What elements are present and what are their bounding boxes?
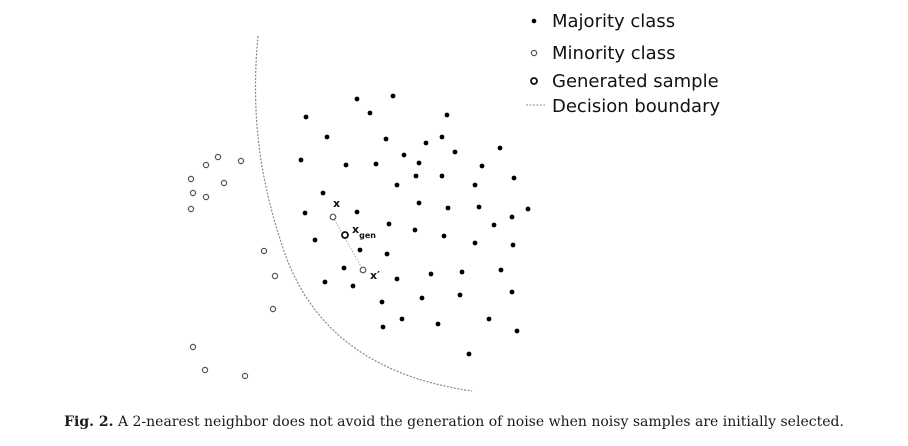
majority-point — [444, 112, 450, 118]
majority-point — [341, 265, 347, 271]
legend-minority-label: Minority class — [552, 43, 675, 64]
majority-points — [298, 93, 531, 357]
majority-point — [479, 163, 485, 169]
majority-point — [511, 175, 517, 181]
majority-point — [320, 190, 326, 196]
majority-point — [343, 162, 349, 168]
label-x-gen-main: x — [352, 223, 359, 236]
majority-point — [298, 157, 304, 163]
majority-point — [416, 200, 422, 206]
minority-point — [220, 179, 228, 187]
majority-point — [390, 93, 396, 99]
majority-point — [428, 271, 434, 277]
legend: Majority class Minority class Generated … — [526, 11, 720, 117]
majority-point — [466, 351, 472, 357]
minority-points — [187, 153, 279, 380]
figure-caption: Fig. 2. A 2-nearest neighbor does not av… — [0, 414, 908, 430]
majority-point — [441, 233, 447, 239]
minority-point-x — [329, 213, 337, 221]
caption-prefix: Fig. 2. — [64, 414, 114, 430]
majority-point — [394, 182, 400, 188]
legend-generated-marker — [530, 77, 538, 85]
legend-majority-label: Majority class — [552, 11, 675, 32]
majority-point — [514, 328, 520, 334]
majority-point — [491, 222, 497, 228]
legend-majority-marker — [531, 18, 537, 24]
majority-point — [373, 161, 379, 167]
majority-point — [472, 182, 478, 188]
majority-point — [394, 276, 400, 282]
majority-point — [509, 289, 515, 295]
minority-point — [201, 366, 209, 374]
majority-point — [354, 209, 360, 215]
minority-point-x-prime — [359, 266, 367, 274]
label-x-gen-sub: gen — [359, 231, 376, 240]
diagram: x xgen x′ Majority class Minority class … — [187, 11, 720, 392]
minority-point — [187, 205, 195, 213]
minority-point — [189, 343, 197, 351]
majority-point — [401, 152, 407, 158]
majority-point — [302, 210, 308, 216]
majority-point — [459, 269, 465, 275]
legend-minority-marker — [530, 49, 538, 57]
majority-point — [312, 237, 318, 243]
majority-point — [497, 145, 503, 151]
majority-point — [435, 321, 441, 327]
majority-point — [509, 214, 515, 220]
majority-point — [384, 251, 390, 257]
majority-point — [510, 242, 516, 248]
majority-point — [357, 247, 363, 253]
minority-point — [271, 272, 279, 280]
majority-point — [324, 134, 330, 140]
minority-point — [260, 247, 268, 255]
majority-point — [452, 149, 458, 155]
majority-point — [439, 134, 445, 140]
majority-point — [423, 140, 429, 146]
majority-point — [322, 279, 328, 285]
minority-point — [237, 157, 245, 165]
minority-point — [187, 175, 195, 183]
legend-generated-label: Generated sample — [552, 71, 719, 92]
majority-point — [472, 240, 478, 246]
neighbor-line — [332, 216, 364, 271]
majority-point — [367, 110, 373, 116]
label-x-gen: xgen — [352, 223, 376, 240]
decision-boundary-curve — [254, 35, 473, 392]
majority-point — [386, 221, 392, 227]
majority-point — [419, 295, 425, 301]
majority-point — [399, 316, 405, 322]
majority-point — [416, 160, 422, 166]
majority-point — [525, 206, 531, 212]
majority-point — [383, 136, 389, 142]
label-x-prime: x′ — [370, 269, 380, 282]
caption-text: A 2-nearest neighbor does not avoid the … — [113, 414, 844, 430]
majority-point — [379, 299, 385, 305]
minority-point — [241, 372, 249, 380]
majority-point — [486, 316, 492, 322]
minority-point — [189, 189, 197, 197]
majority-point — [350, 283, 356, 289]
minority-point — [202, 193, 210, 201]
minority-point — [269, 305, 277, 313]
majority-point — [412, 227, 418, 233]
majority-point — [303, 114, 309, 120]
majority-point — [457, 292, 463, 298]
majority-point — [354, 96, 360, 102]
minority-point — [214, 153, 222, 161]
majority-point — [380, 324, 386, 330]
majority-point — [476, 204, 482, 210]
majority-point — [498, 267, 504, 273]
minority-point — [202, 161, 210, 169]
majority-point — [413, 173, 419, 179]
label-x: x — [333, 197, 340, 210]
generated-sample-point — [341, 231, 349, 239]
majority-point — [445, 205, 451, 211]
legend-boundary-label: Decision boundary — [552, 96, 720, 117]
majority-point — [439, 173, 445, 179]
